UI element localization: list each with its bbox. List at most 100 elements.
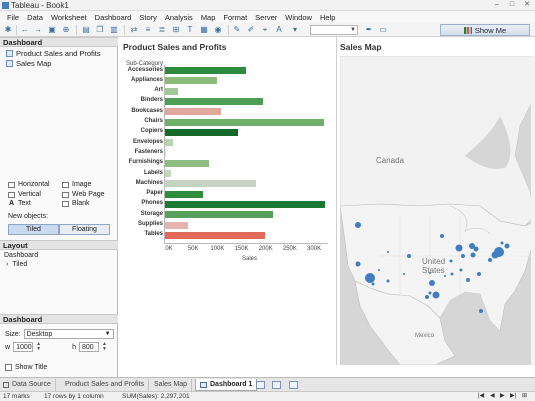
map-point[interactable] (487, 257, 492, 262)
show-me-button[interactable]: Show Me (440, 24, 530, 36)
map-point[interactable] (476, 272, 481, 277)
map-point[interactable] (500, 241, 504, 245)
redo-icon[interactable]: → (34, 25, 42, 34)
map-point[interactable] (493, 247, 504, 258)
fit-dropdown-icon[interactable]: ▾ (292, 25, 297, 34)
tiled-toggle[interactable]: Tiled (8, 224, 59, 235)
tab-data-source[interactable]: Data Source (0, 379, 56, 391)
map-point[interactable] (449, 259, 453, 263)
swap-rows-columns-icon[interactable]: ⇄ (130, 25, 138, 34)
bar-mark[interactable] (165, 128, 238, 136)
minimize-icon[interactable]: – (495, 1, 499, 8)
tab-sales-map[interactable]: Sales Map (150, 379, 193, 391)
floating-toggle[interactable]: Floating (59, 224, 110, 235)
object-vertical[interactable]: Vertical (8, 191, 41, 198)
bar-mark[interactable] (165, 180, 257, 188)
map-point[interactable] (429, 271, 432, 274)
sheet-list-item[interactable]: Sales Map (6, 59, 51, 68)
map-point[interactable] (402, 273, 405, 276)
show-title-checkbox[interactable] (5, 364, 12, 371)
add-data-source-icon[interactable]: ⊕ (62, 25, 70, 34)
fit-selector[interactable]: ▼ (310, 25, 358, 35)
bar-mark[interactable] (165, 77, 218, 85)
map-point[interactable] (455, 244, 463, 252)
map-point[interactable] (470, 252, 476, 258)
menu-worksheet[interactable]: Worksheet (50, 12, 87, 22)
highlight-icon[interactable]: ✎ (233, 25, 241, 34)
object-web-page[interactable]: Web Page (62, 191, 105, 198)
bar-mark[interactable] (165, 97, 264, 105)
maximize-icon[interactable]: □ (509, 1, 515, 8)
map-point[interactable] (425, 294, 430, 299)
object-image[interactable]: Image (62, 181, 91, 188)
map-scrollbar[interactable] (531, 56, 535, 365)
grid-view-icon[interactable]: ⊞ (522, 393, 528, 399)
map-point[interactable] (469, 243, 476, 250)
menu-map[interactable]: Map (200, 12, 216, 22)
bar-mark[interactable] (165, 67, 246, 74)
bar-mark[interactable] (165, 159, 210, 167)
bar-mark[interactable] (165, 211, 274, 219)
menu-help[interactable]: Help (319, 12, 336, 22)
sort-descending-icon[interactable]: ≣ (158, 25, 166, 34)
map-point[interactable] (364, 273, 375, 284)
width-input[interactable]: 1000 (13, 342, 34, 352)
tableau-logo-icon[interactable]: ✱ (4, 25, 12, 34)
group-members-icon[interactable]: ⊞ (172, 25, 180, 34)
layout-tree-root[interactable]: Dashboard (4, 252, 39, 259)
bar-mark[interactable] (165, 170, 172, 177)
map-point[interactable] (450, 272, 454, 276)
view-cards-icon[interactable]: ▦ (200, 25, 208, 34)
map-point[interactable] (466, 277, 471, 282)
menu-file[interactable]: File (7, 12, 20, 22)
map-point[interactable] (432, 291, 440, 299)
nav-last-icon[interactable]: ▶| (510, 393, 517, 399)
bar-mark[interactable] (165, 149, 167, 157)
presentation-mode-icon[interactable]: ▭ (379, 25, 387, 34)
bar-mark[interactable] (165, 139, 173, 147)
bar-mark[interactable] (165, 200, 325, 208)
close-icon[interactable]: ✕ (524, 1, 530, 8)
product-sales-worksheet[interactable]: Product Sales and Profits Sub-Category A… (118, 37, 336, 365)
map-point[interactable] (406, 254, 411, 259)
show-mark-labels-icon[interactable]: T (187, 25, 193, 34)
width-spinner-icon[interactable]: ▲ ▼ (36, 341, 42, 352)
map-point[interactable] (386, 279, 390, 283)
map-point[interactable] (371, 282, 375, 286)
menu-dashboard[interactable]: Dashboard (94, 12, 132, 22)
layout-tree-item[interactable]: › Tiled (6, 261, 27, 268)
nav-next-icon[interactable]: ▶ (500, 393, 505, 399)
nav-first-icon[interactable]: |◀ (478, 393, 485, 399)
map-point[interactable] (504, 243, 510, 249)
height-spinner-icon[interactable]: ▲ ▼ (101, 341, 107, 352)
new-dashboard-icon[interactable] (272, 381, 281, 389)
object-horizontal[interactable]: Horizontal (8, 181, 50, 188)
map-point[interactable] (478, 308, 483, 313)
bar-mark[interactable] (165, 190, 203, 198)
annotate-icon[interactable]: ✐ (247, 25, 255, 34)
pin-icon[interactable]: ◉ (214, 25, 222, 34)
chevron-right-icon[interactable]: › (6, 261, 9, 268)
new-story-icon[interactable] (289, 381, 298, 389)
sort-ascending-icon[interactable]: ≡ (145, 25, 151, 34)
map-point[interactable] (461, 254, 466, 258)
menu-server[interactable]: Server (255, 12, 278, 22)
map-point[interactable] (354, 222, 361, 229)
map-point[interactable] (459, 268, 463, 272)
format-workbook-icon[interactable]: A (276, 25, 282, 34)
save-icon[interactable]: ▣ (48, 25, 56, 34)
map-point[interactable] (473, 246, 479, 252)
map-point[interactable] (387, 251, 390, 254)
object-blank[interactable]: Blank (62, 200, 90, 207)
show-title-row[interactable]: Show Title (5, 364, 47, 371)
undo-icon[interactable]: ← (21, 25, 29, 34)
fix-axes-icon[interactable]: ⌖ (262, 25, 268, 34)
tab-dashboard-1[interactable]: Dashboard 1 (195, 379, 258, 391)
menu-story[interactable]: Story (139, 12, 157, 22)
map-point[interactable] (440, 233, 445, 238)
menu-window[interactable]: Window (285, 12, 312, 22)
map-point[interactable] (355, 261, 361, 267)
menu-analysis[interactable]: Analysis (164, 12, 193, 22)
bar-mark[interactable] (165, 221, 188, 229)
map-point[interactable] (429, 280, 436, 287)
